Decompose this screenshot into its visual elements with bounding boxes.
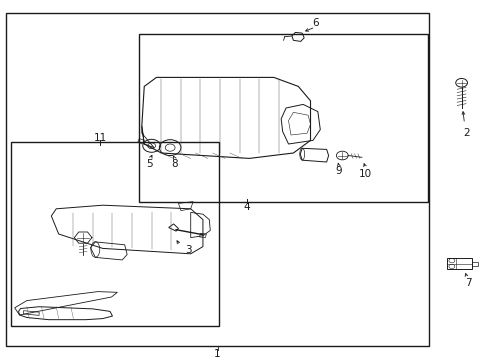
Text: 3: 3: [184, 245, 191, 255]
Bar: [447, 258, 471, 269]
Bar: [11, 142, 218, 326]
Text: 5: 5: [145, 159, 152, 169]
Bar: [471, 262, 477, 266]
Text: 4: 4: [243, 202, 250, 212]
Text: 8: 8: [171, 159, 178, 169]
Text: 7: 7: [464, 278, 471, 288]
Bar: [139, 34, 427, 202]
Text: 1: 1: [214, 348, 221, 359]
Text: 9: 9: [335, 166, 342, 176]
Text: 6: 6: [311, 18, 318, 28]
Text: 10: 10: [359, 168, 371, 179]
Text: 2: 2: [463, 128, 469, 138]
Text: 11: 11: [93, 132, 107, 143]
Bar: [6, 13, 428, 346]
